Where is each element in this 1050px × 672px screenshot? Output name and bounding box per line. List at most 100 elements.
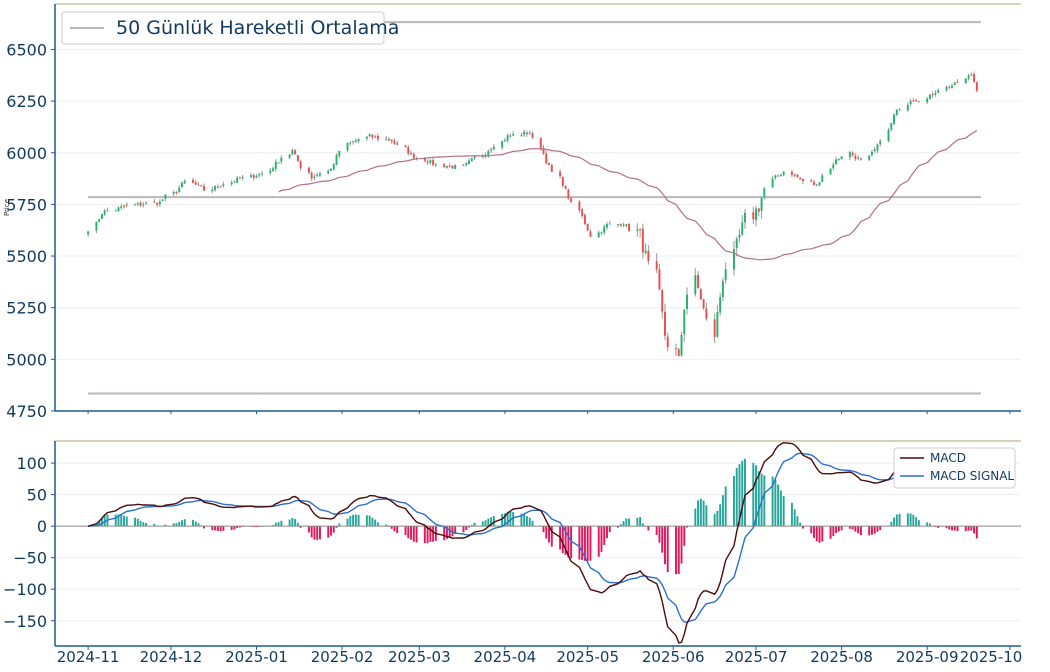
candle-body [487, 151, 490, 156]
macd-histogram-bar [832, 526, 835, 537]
candle-body [192, 179, 194, 183]
candle-body [291, 149, 294, 155]
macd-histogram-bar [443, 526, 446, 541]
candle-body [238, 177, 241, 179]
candle-body [686, 294, 689, 310]
candle-body [680, 334, 683, 356]
date-tick-label: 2025-07 [725, 648, 788, 666]
macd-histogram-bar [661, 526, 664, 553]
candle-body [404, 145, 407, 148]
macd-histogram-bar [909, 513, 912, 527]
macd-histogram-bar [307, 526, 310, 533]
macd-histogram-bar [509, 511, 512, 527]
price-tick-label: 4750 [6, 402, 47, 421]
signal-legend-label: MACD SIGNAL [930, 469, 1014, 483]
macd-tick-label: 0 [37, 517, 47, 536]
macd-histogram-bar [330, 526, 332, 536]
macd-histogram-bar [581, 526, 584, 561]
macd-histogram-bar [818, 526, 821, 543]
macd-histogram-bar [346, 518, 349, 527]
candle-body [699, 289, 702, 300]
candle-body [249, 175, 252, 178]
candle-body [636, 229, 639, 232]
macd-histogram-bar [194, 521, 197, 527]
candle-body [641, 228, 644, 253]
macd-histogram-bar [299, 526, 302, 528]
macd-histogram-bar [183, 519, 186, 527]
candle-body [423, 158, 426, 161]
macd-histogram-bar [542, 526, 545, 533]
candle-body [934, 92, 937, 95]
price-panel: 4750 5000 5250 5500 5750 6000 6250 6500 Price 50 … [3, 3, 1021, 421]
macd-histogram-bar [763, 475, 766, 527]
macd-histogram-bar [570, 526, 573, 559]
candle-body [390, 139, 393, 142]
date-tick-label: 2025-08 [810, 648, 873, 666]
candle-body [625, 224, 628, 226]
macd-panel: 100 50 0 −50 −100 −150 MACD MACD SIGNAL [3, 440, 1021, 647]
macd-histogram-bar [371, 517, 374, 527]
candle-body [299, 161, 302, 169]
macd-histogram-bar [338, 523, 341, 527]
macd-histogram-bar [503, 513, 506, 527]
candle-body [647, 250, 650, 262]
macd-histogram-bar [608, 526, 611, 533]
candle-body [655, 261, 658, 270]
candle-body [164, 194, 167, 199]
candle-body [851, 152, 854, 156]
candle-body [183, 180, 186, 184]
macd-signal-line [88, 452, 978, 623]
candle-body [194, 182, 197, 185]
macd-histogram-bar [318, 526, 321, 540]
candle-body [724, 269, 727, 281]
macd-histogram-bar [970, 526, 973, 531]
macd-histogram-bar [829, 526, 832, 539]
macd-histogram-bar [774, 479, 777, 527]
candle-body [172, 192, 175, 194]
macd-histogram-bar [484, 520, 487, 527]
candle-body [327, 170, 330, 174]
macd-histogram-bar [172, 523, 175, 527]
candle-body [274, 161, 277, 170]
candle-body [103, 210, 106, 215]
candle-body [211, 189, 214, 192]
macd-histogram-bar [448, 526, 451, 538]
price-axis-label: Price [3, 199, 11, 216]
candle-body [622, 224, 625, 226]
macd-histogram-bar [567, 526, 570, 558]
candle-body [848, 152, 851, 158]
macd-histogram-bar [368, 515, 371, 527]
macd-histogram-bar [675, 526, 677, 575]
candle-body [158, 201, 161, 205]
macd-histogram-bar [426, 526, 429, 544]
candle-body [917, 101, 920, 103]
candle-body [732, 249, 735, 270]
candle-body [548, 163, 551, 165]
candle-body [136, 203, 139, 205]
candle-body [617, 224, 620, 226]
macd-histogram-bar [393, 526, 396, 532]
macd-histogram-bar [385, 524, 388, 527]
candle-body [683, 309, 686, 335]
macd-histogram-bar [738, 464, 741, 527]
macd-histogram-bar [777, 484, 780, 527]
candle-body [909, 100, 912, 105]
candle-body [346, 142, 349, 151]
candle-body [501, 141, 504, 148]
candle-body [813, 181, 815, 185]
macd-plot-area [55, 441, 1021, 646]
macd-histogram-bar [470, 524, 473, 527]
macd-histogram-bar [123, 515, 125, 527]
macd-histogram-bar [625, 518, 628, 527]
candle-body [895, 109, 898, 115]
macd-histogram-bar [550, 526, 553, 547]
macd-histogram-bar [945, 526, 948, 529]
macd-histogram-bar [280, 520, 283, 527]
candle-body [197, 184, 200, 186]
macd-histogram-bar [928, 523, 931, 527]
macd-histogram-bar [937, 526, 940, 528]
candle-body [512, 133, 515, 136]
macd-histogram-bar [178, 521, 181, 527]
candle-body [755, 208, 758, 221]
candle-body [531, 133, 534, 138]
